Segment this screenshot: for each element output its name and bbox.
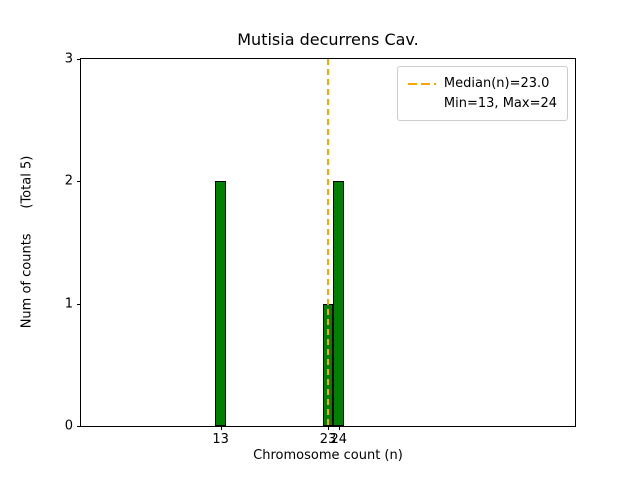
legend: Median(n)=23.0 Min=13, Max=24: [396, 66, 568, 121]
y-tick-mark: [77, 303, 81, 305]
median-dash-icon: [407, 82, 436, 85]
x-tick-mark: [338, 426, 340, 430]
chart-title: Mutisia decurrens Cav.: [237, 30, 419, 49]
x-tick-label: 23: [319, 432, 337, 447]
x-axis-label: Chromosome count (n): [253, 448, 403, 463]
y-tick-label: 2: [64, 173, 73, 189]
bar: [333, 181, 345, 426]
legend-minmax-label: Min=13, Max=24: [443, 95, 557, 111]
x-tick-mark: [220, 426, 222, 430]
x-tick-label: 24: [330, 432, 348, 447]
y-tick-label: 3: [64, 51, 73, 67]
y-tick-mark: [77, 181, 81, 183]
bar: [215, 181, 226, 426]
median-line: [327, 59, 329, 426]
y-tick-label: 0: [64, 418, 73, 434]
x-tick-mark: [328, 426, 329, 430]
legend-median-label: Median(n)=23.0: [443, 76, 550, 91]
plot-area: Median(n)=23.0 Min=13, Max=24 13 23 24 0 1 2 3: [65, 52, 576, 447]
y-axis-label: Num of counts (Total 5): [19, 155, 35, 329]
y-tick-label: 1: [64, 296, 73, 312]
x-tick-label: 13: [212, 432, 229, 447]
y-tick-mark: [77, 426, 81, 427]
y-tick-mark: [77, 59, 81, 60]
legend-row-median: Median(n)=23.0: [407, 74, 557, 94]
